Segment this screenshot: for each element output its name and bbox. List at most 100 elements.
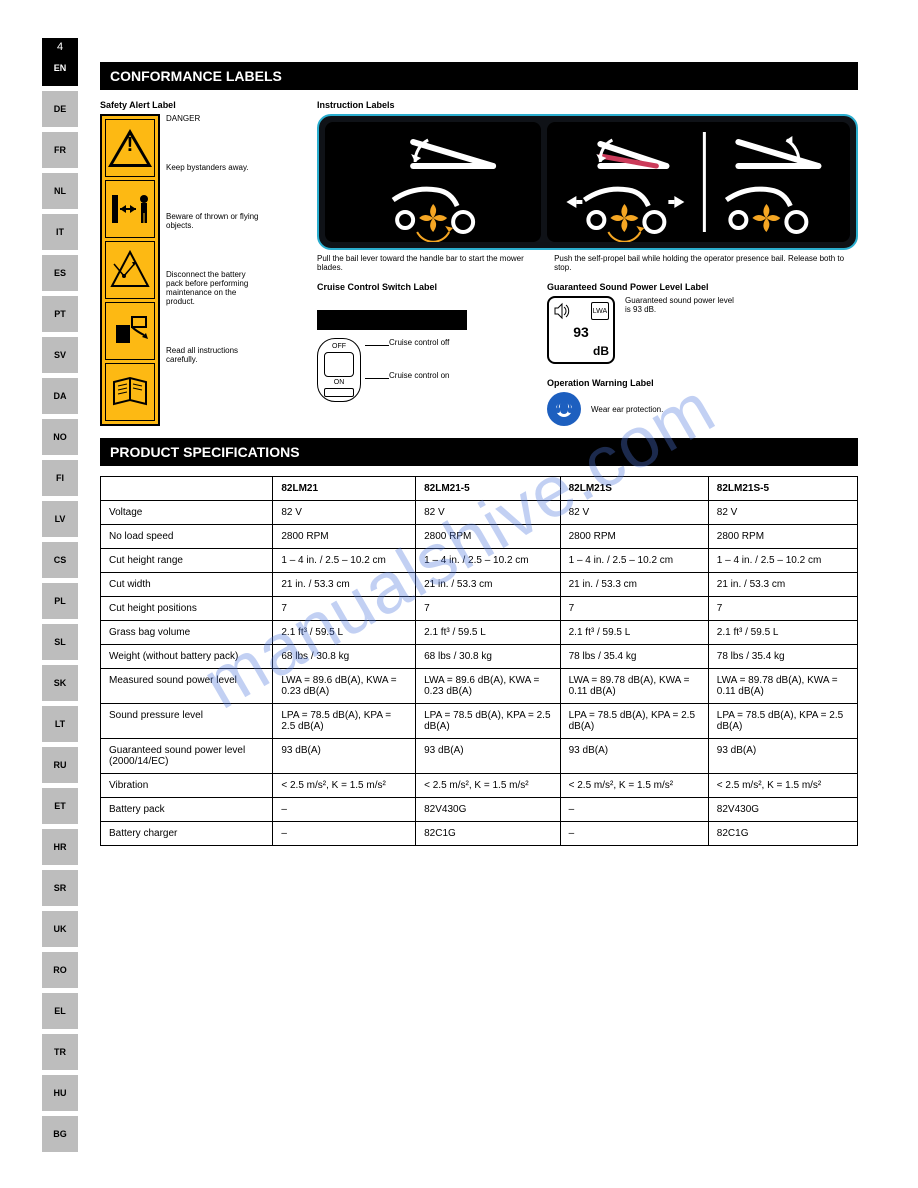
section-title-labels: CONFORMANCE LABELS bbox=[100, 62, 858, 90]
safety-heading: Safety Alert Label bbox=[100, 100, 260, 110]
spec-cell: LPA = 78.5 dB(A), KPA = 2.5 dB(A) bbox=[416, 704, 561, 739]
spec-cell: LWA = 89.78 dB(A), KWA = 0.11 dB(A) bbox=[560, 669, 708, 704]
lang-tab-lv: LV bbox=[42, 501, 78, 537]
spec-row-label: Battery charger bbox=[101, 822, 273, 846]
op-warning-heading: Operation Warning Label bbox=[547, 378, 858, 388]
table-row: Grass bag volume2.1 ft³ / 59.5 L2.1 ft³ … bbox=[101, 621, 858, 645]
spec-cell: – bbox=[273, 798, 416, 822]
spec-cell: 68 lbs / 30.8 kg bbox=[273, 645, 416, 669]
spec-col-header: 82LM21 bbox=[273, 477, 416, 501]
earprot-desc: Wear ear protection. bbox=[591, 405, 663, 414]
spec-cell: < 2.5 m/s², K = 1.5 m/s² bbox=[273, 774, 416, 798]
ccs-black-bar bbox=[317, 310, 467, 330]
lang-tab-ru: RU bbox=[42, 747, 78, 783]
noise-desc: Guaranteed sound power level is 93 dB. bbox=[625, 296, 735, 314]
instruction-panels bbox=[317, 114, 858, 250]
spec-cell: 2800 RPM bbox=[273, 525, 416, 549]
self-propel-icon bbox=[547, 122, 850, 242]
safety-label-strip: ! bbox=[100, 114, 160, 426]
lang-tab-cs: CS bbox=[42, 542, 78, 578]
safety-desc-3: Disconnect the battery pack before perfo… bbox=[166, 270, 260, 306]
spec-row-label: Sound pressure level bbox=[101, 704, 273, 739]
spec-cell: 21 in. / 53.3 cm bbox=[273, 573, 416, 597]
lang-tab-fr: FR bbox=[42, 132, 78, 168]
db-unit: dB bbox=[593, 344, 609, 358]
switch-on-text: ON bbox=[334, 379, 345, 386]
language-tabs: ENDEFRNLITESPTSVDANOFILVCSPLSLSKLTRUETHR… bbox=[42, 50, 78, 1157]
spec-cell: 82 V bbox=[273, 501, 416, 525]
spec-cell: LWA = 89.6 dB(A), KWA = 0.23 dB(A) bbox=[273, 669, 416, 704]
ccs-heading: Cruise Control Switch Label bbox=[317, 282, 517, 292]
lang-tab-sl: SL bbox=[42, 624, 78, 660]
table-row: Guaranteed sound power level (2000/14/EC… bbox=[101, 739, 858, 774]
spec-cell: 78 lbs / 35.4 kg bbox=[560, 645, 708, 669]
safety-desc-0: DANGER bbox=[166, 114, 260, 123]
table-row: Cut width21 in. / 53.3 cm21 in. / 53.3 c… bbox=[101, 573, 858, 597]
table-row: Voltage82 V82 V82 V82 V bbox=[101, 501, 858, 525]
blade-start-icon bbox=[325, 122, 541, 242]
table-row: Cut height range1 – 4 in. / 2.5 – 10.2 c… bbox=[101, 549, 858, 573]
spec-col-header: 82LM21-5 bbox=[416, 477, 561, 501]
lang-tab-lt: LT bbox=[42, 706, 78, 742]
lang-tab-nl: NL bbox=[42, 173, 78, 209]
spec-col-header: 82LM21S-5 bbox=[708, 477, 857, 501]
spec-cell: 93 dB(A) bbox=[708, 739, 857, 774]
lang-tab-sk: SK bbox=[42, 665, 78, 701]
thrown-objects-icon bbox=[106, 246, 154, 294]
spec-cell: 82 V bbox=[560, 501, 708, 525]
spec-cell: < 2.5 m/s², K = 1.5 m/s² bbox=[560, 774, 708, 798]
spec-row-label: Vibration bbox=[101, 774, 273, 798]
spec-cell: 7 bbox=[560, 597, 708, 621]
lang-tab-el: EL bbox=[42, 993, 78, 1029]
spec-cell: 2.1 ft³ / 59.5 L bbox=[560, 621, 708, 645]
lang-tab-es: ES bbox=[42, 255, 78, 291]
spec-cell: 2800 RPM bbox=[416, 525, 561, 549]
spec-cell: 93 dB(A) bbox=[273, 739, 416, 774]
table-row: Battery charger–82C1G–82C1G bbox=[101, 822, 858, 846]
spec-row-label: Voltage bbox=[101, 501, 273, 525]
lang-tab-hu: HU bbox=[42, 1075, 78, 1111]
spec-cell: 21 in. / 53.3 cm bbox=[708, 573, 857, 597]
spec-cell: LPA = 78.5 dB(A), KPA = 2.5 dB(A) bbox=[708, 704, 857, 739]
switch-off-text: OFF bbox=[332, 343, 346, 350]
spec-cell: 2.1 ft³ / 59.5 L bbox=[273, 621, 416, 645]
lwa-mark: LWA bbox=[591, 302, 609, 320]
spec-cell: 82C1G bbox=[416, 822, 561, 846]
spec-cell: LWA = 89.6 dB(A), KWA = 0.23 dB(A) bbox=[416, 669, 561, 704]
noise-heading: Guaranteed Sound Power Level Label bbox=[547, 282, 858, 292]
sound-waves-icon bbox=[553, 302, 571, 320]
lang-tab-sv: SV bbox=[42, 337, 78, 373]
bystander-icon bbox=[106, 185, 154, 233]
noise-level-value: 93 bbox=[573, 324, 589, 340]
lang-tab-ro: RO bbox=[42, 952, 78, 988]
spec-cell: – bbox=[273, 822, 416, 846]
table-row: Measured sound power levelLWA = 89.6 dB(… bbox=[101, 669, 858, 704]
spec-cell: LPA = 78.5 dB(A), KPA = 2.5 dB(A) bbox=[273, 704, 416, 739]
spec-cell: 1 – 4 in. / 2.5 – 10.2 cm bbox=[708, 549, 857, 573]
spec-cell: 82V430G bbox=[416, 798, 561, 822]
table-row: Sound pressure levelLPA = 78.5 dB(A), KP… bbox=[101, 704, 858, 739]
lang-tab-sr: SR bbox=[42, 870, 78, 906]
lang-tab-it: IT bbox=[42, 214, 78, 250]
spec-cell: 1 – 4 in. / 2.5 – 10.2 cm bbox=[416, 549, 561, 573]
lang-tab-no: NO bbox=[42, 419, 78, 455]
spec-row-label: Measured sound power level bbox=[101, 669, 273, 704]
spec-cell: < 2.5 m/s², K = 1.5 m/s² bbox=[708, 774, 857, 798]
spec-cell: 21 in. / 53.3 cm bbox=[560, 573, 708, 597]
spec-cell: 7 bbox=[273, 597, 416, 621]
lang-tab-da: DA bbox=[42, 378, 78, 414]
lang-tab-tr: TR bbox=[42, 1034, 78, 1070]
spec-cell: 68 lbs / 30.8 kg bbox=[416, 645, 561, 669]
table-row: Weight (without battery pack)68 lbs / 30… bbox=[101, 645, 858, 669]
safety-cell-danger: ! bbox=[105, 119, 155, 177]
table-row: Cut height positions7777 bbox=[101, 597, 858, 621]
instruction-desc-1: Pull the bail lever toward the handle ba… bbox=[317, 254, 534, 272]
ccs-on-desc: Cruise control on bbox=[389, 371, 449, 380]
spec-row-label: Cut width bbox=[101, 573, 273, 597]
ear-protection-icon bbox=[547, 392, 581, 426]
cruise-control-switch-icon: OFF ON bbox=[317, 338, 361, 402]
noise-level-label: LWA 93 dB bbox=[547, 296, 615, 364]
lang-tab-et: ET bbox=[42, 788, 78, 824]
instruction-cell-selfpropel bbox=[547, 122, 850, 242]
safety-desc-list: DANGERKeep bystanders away.Beware of thr… bbox=[166, 114, 260, 364]
